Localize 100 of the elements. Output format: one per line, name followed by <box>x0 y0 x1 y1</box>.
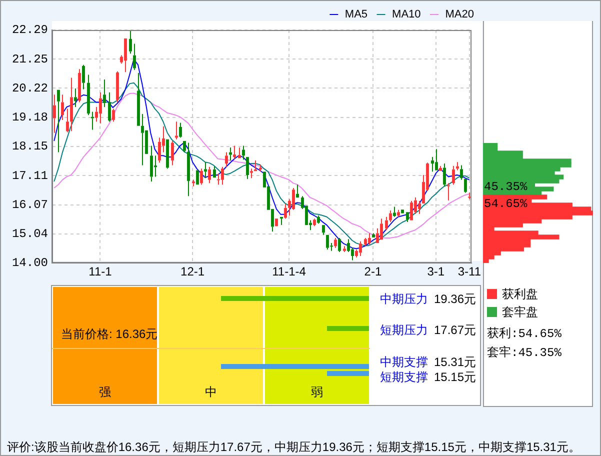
y-tick-label: 18.15 <box>12 140 48 154</box>
candlestick <box>292 187 295 210</box>
candlestick <box>57 90 60 153</box>
candlestick <box>204 162 207 179</box>
candlestick <box>242 145 245 160</box>
candlestick <box>343 246 346 253</box>
y-tick-label: 16.07 <box>12 198 48 212</box>
candlestick <box>141 114 144 166</box>
candlestick <box>108 92 111 122</box>
candlestick <box>259 164 262 172</box>
candlestick <box>389 210 392 222</box>
candlestick <box>87 74 90 116</box>
candlestick <box>431 156 434 172</box>
candlestick <box>208 166 211 184</box>
text: 17.67元 <box>434 323 476 338</box>
text: 评价:该股当前收盘价16.36元，短期压力17.67元，中期压力19.36元；短期支撑15.15元，中期支撑15.31元。 <box>7 439 580 456</box>
candlestick <box>393 206 396 218</box>
candlestick <box>376 228 379 244</box>
candlestick <box>334 237 337 248</box>
candlestick <box>179 122 182 138</box>
x-tick-label: 3-11 <box>458 264 482 279</box>
candlestick <box>150 145 153 182</box>
candlestick <box>217 172 220 186</box>
candlestick <box>213 166 216 178</box>
candlestick <box>74 88 77 108</box>
candlestick <box>322 225 325 236</box>
x-tick-label: 11-1-4 <box>272 264 306 279</box>
category-label: 弱 <box>311 384 323 401</box>
category-label: 强 <box>99 384 111 401</box>
x-tick-label: 12-1 <box>180 264 205 279</box>
candlestick <box>406 212 409 222</box>
candlestick <box>385 216 388 231</box>
candlestick <box>372 232 375 238</box>
candlestick <box>452 166 455 186</box>
bar <box>483 234 560 240</box>
candlestick <box>380 218 383 240</box>
candlestick <box>447 182 450 201</box>
candlestick <box>439 166 442 171</box>
candlestick <box>460 164 463 180</box>
text: 当前价格: 16.36元 <box>61 327 158 342</box>
candlestick <box>137 72 140 126</box>
legend-label: MA5 <box>344 8 368 21</box>
annotation: 45.35% <box>484 180 528 194</box>
candlestick <box>166 139 169 170</box>
bar <box>483 210 593 216</box>
candlestick <box>296 184 299 198</box>
candlestick <box>158 137 161 164</box>
category-label: 中 <box>205 384 217 401</box>
candlestick <box>82 64 85 90</box>
candlestick <box>229 146 232 161</box>
text: 15.15元 <box>434 370 476 385</box>
candlestick <box>66 108 69 133</box>
candlestick <box>254 160 257 172</box>
x-tick-label: 3-1 <box>427 264 445 279</box>
candlestick <box>418 200 421 214</box>
text: 套牢:45.35% <box>487 344 562 361</box>
candlestick <box>53 94 56 134</box>
candlestick <box>154 155 157 178</box>
y-tick-label: 21.25 <box>12 52 48 66</box>
candlestick <box>61 94 64 120</box>
candlestick <box>250 168 253 179</box>
y-tick-label: 20.22 <box>12 81 48 96</box>
candlestick <box>192 179 195 187</box>
candlestick <box>368 232 371 245</box>
candlestick <box>284 203 287 220</box>
text: 短期压力 <box>380 323 428 338</box>
candlestick <box>116 70 119 103</box>
text: 获利:54.65% <box>487 326 562 342</box>
legend-label: 获利盘 <box>502 286 538 302</box>
candlestick <box>351 247 354 261</box>
candlestick <box>221 166 224 186</box>
candlestick <box>133 43 136 70</box>
candlestick <box>456 162 459 171</box>
candlestick <box>435 148 438 170</box>
annotation: 54.65% <box>484 197 528 212</box>
candlestick <box>129 30 132 54</box>
candlestick <box>246 157 249 180</box>
candlestick <box>443 163 446 187</box>
bar <box>483 194 548 200</box>
candlestick <box>238 146 241 158</box>
candlestick <box>347 238 350 253</box>
candlestick <box>99 92 102 124</box>
candlestick <box>78 68 81 103</box>
legend-label: MA10 <box>392 8 421 21</box>
x-tick-label: 2-1 <box>364 264 382 279</box>
candlestick <box>175 121 178 140</box>
legend-label: 套牢盘 <box>502 304 538 320</box>
candlestick <box>103 78 106 108</box>
candlestick <box>233 145 236 160</box>
candlestick <box>200 168 203 186</box>
candlestick <box>91 111 94 130</box>
candlestick <box>70 77 73 132</box>
y-tick-label: 19.18 <box>12 110 48 125</box>
y-tick-label: 17.11 <box>12 168 48 183</box>
legend-label: MA20 <box>445 8 474 21</box>
text: 中期压力 <box>380 292 428 307</box>
candlestick <box>280 216 283 226</box>
x-tick-label: 11-1 <box>88 264 112 279</box>
text: 19.36元 <box>434 292 476 307</box>
candlestick <box>112 108 115 122</box>
